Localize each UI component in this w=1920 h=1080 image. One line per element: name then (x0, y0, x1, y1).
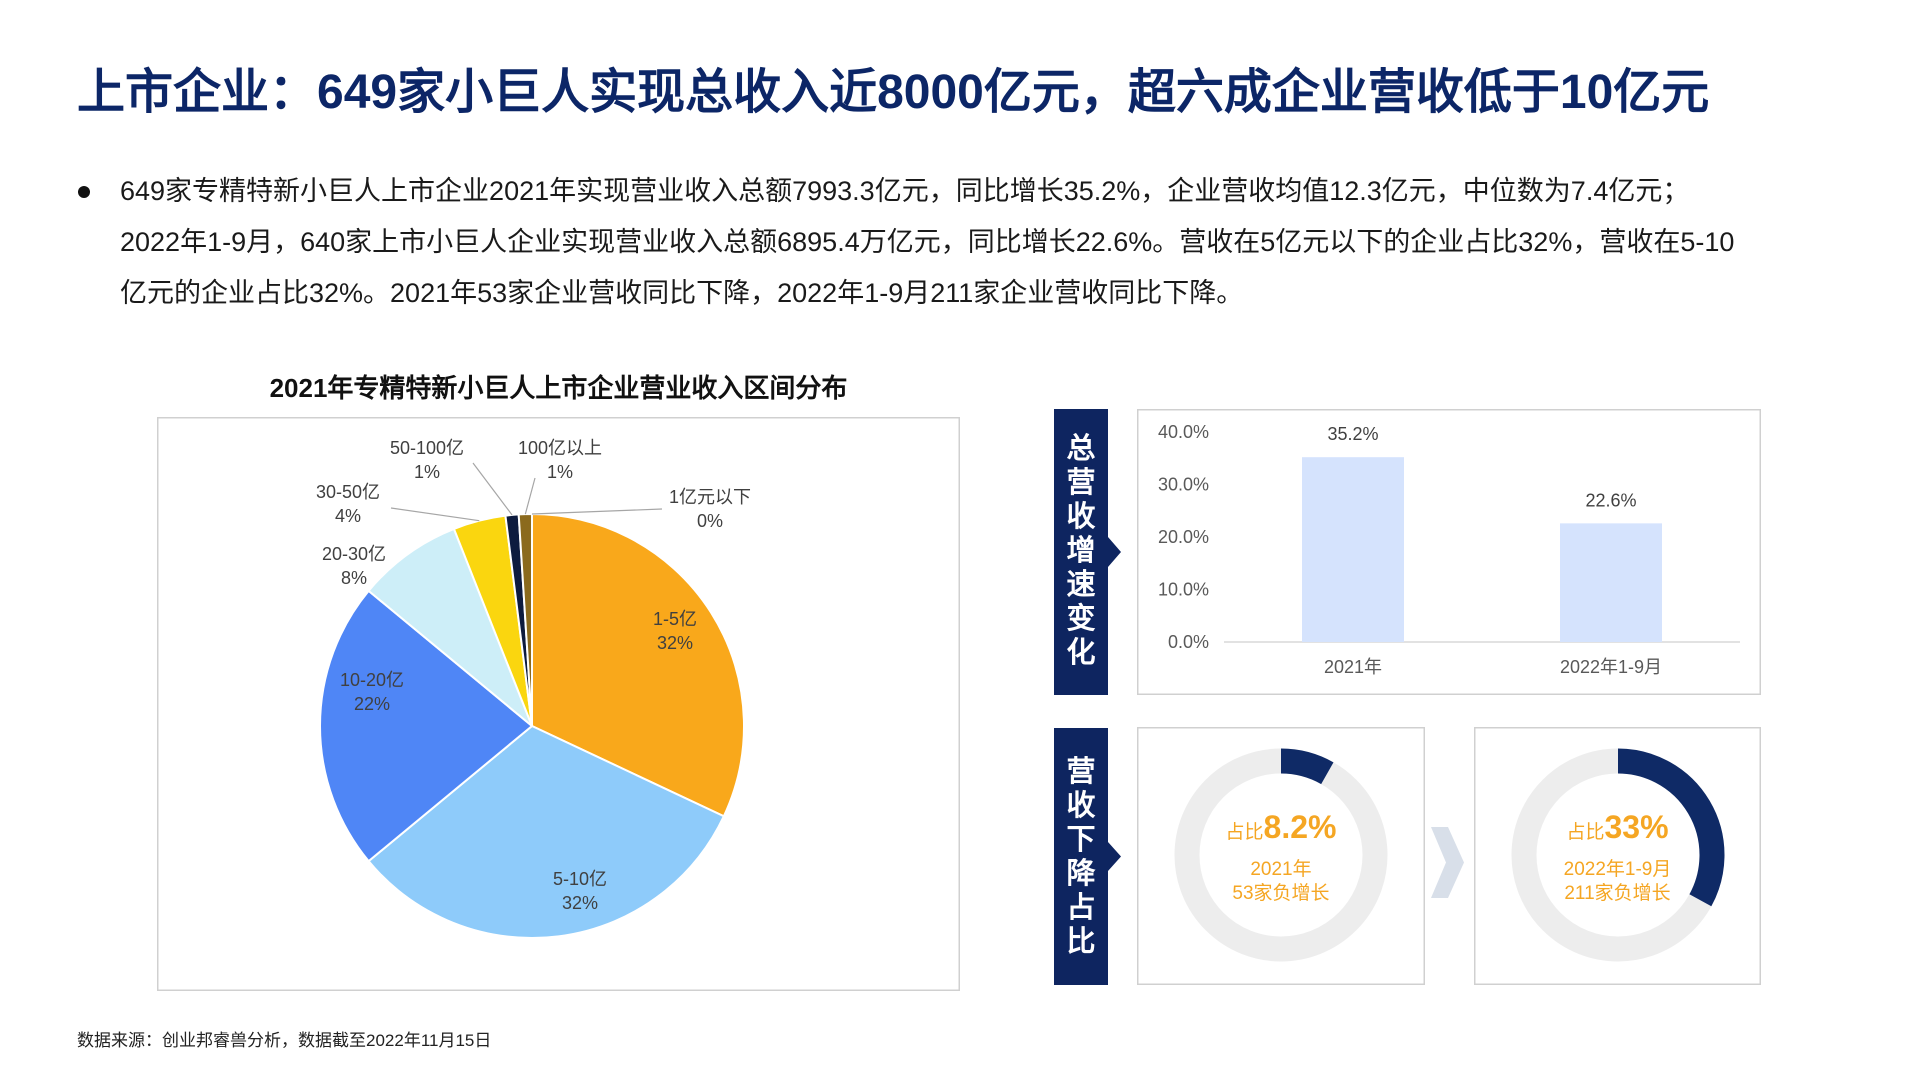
x-tick-label: 2021年 (1324, 657, 1382, 677)
donut-share-text: 占比33% (1474, 805, 1761, 849)
pie-leader-line (524, 477, 536, 515)
donut-share-value: 33% (1604, 809, 1669, 845)
donut-share-prefix: 占比 (1225, 822, 1264, 843)
pie-slice-2 (367, 724, 726, 939)
pie-value-label: 32% (562, 893, 598, 913)
pie-leader-line (390, 507, 480, 522)
bar (1560, 523, 1662, 642)
donut-period: 2021年 (1250, 859, 1312, 880)
donut-card-2022: 占比33% 2022年1-9月 211家负增长 (1474, 727, 1761, 985)
summary-line: 649家专精特新小巨人上市企业2021年实现营业收入总额7993.3亿元，同比增… (120, 176, 1690, 206)
pie-category-label: 5-10亿 (553, 869, 607, 889)
pie-slice-4 (367, 527, 533, 727)
pie-leader-lines (390, 462, 663, 522)
decline-tab-label: 营收下降占比 (1066, 754, 1096, 958)
summary-line: 亿元的企业占比32%。2021年53家企业营收同比下降，2022年1-9月211… (120, 278, 1244, 308)
growth-bar-chart: 0.0% 10.0% 20.0% 30.0% 40.0% 35.2% 2021年 22.6% 2… (1158, 422, 1740, 677)
summary-line: 2022年1-9月，640家上市小巨人企业实现营业收入总额6895.4万亿元，同… (120, 227, 1735, 257)
bullet-icon (78, 186, 90, 198)
pie-chart-panel: 1亿元以下 0% 1-5亿 32% 5-10亿 32% 10-20亿 22% 20-30亿 8% 3… (157, 417, 960, 991)
pie-leader-line (531, 508, 663, 515)
pie-labels: 1亿元以下 0% 1-5亿 32% 5-10亿 32% 10-20亿 22% 20-30亿 8% 3… (316, 438, 751, 913)
donut-arc (1617, 748, 1725, 907)
donut-count: 53家负增长 (1232, 883, 1330, 904)
pie-leader-line (472, 462, 513, 516)
bar (1302, 457, 1404, 642)
donut-share-text: 占比8.2% (1137, 805, 1425, 849)
donut-arc (1280, 748, 1334, 785)
y-tick-label: 10.0% (1158, 580, 1209, 600)
pie-category-label: 20-30亿 (322, 544, 386, 564)
pie-category-label: 1亿元以下 (669, 487, 751, 507)
decline-tab (1054, 728, 1121, 985)
page-title: 上市企业：649家小巨人实现总收入近8000亿元，超六成企业营收低于10亿元 (77, 66, 1710, 119)
donut-share-value: 8.2% (1263, 809, 1337, 845)
bar-value-label: 35.2% (1327, 424, 1378, 444)
pie-value-label: 32% (657, 633, 693, 653)
pie-slice-3 (319, 589, 534, 863)
y-tick-label: 30.0% (1158, 475, 1209, 495)
x-tick-label: 2022年1-9月 (1560, 657, 1662, 677)
pie-category-label: 50-100亿 (390, 438, 464, 458)
decline-tab-shape (1054, 728, 1121, 985)
pie-value-label: 22% (354, 694, 390, 714)
pie-category-label: 1-5亿 (653, 609, 697, 629)
pie-category-label: 100亿以上 (518, 438, 602, 458)
arrow-right-icon (1431, 827, 1464, 898)
pie-value-label: 4% (335, 506, 361, 526)
y-tick-label: 0.0% (1168, 632, 1209, 652)
pie-slice-1 (531, 512, 745, 818)
arrow-right-shape (1431, 827, 1464, 898)
donut-track (1174, 748, 1388, 962)
pie-value-label: 0% (697, 511, 723, 531)
y-tick-label: 20.0% (1158, 527, 1209, 547)
growth-tab-label: 总营收增速变化 (1066, 431, 1096, 669)
donut-count: 211家负增长 (1564, 883, 1671, 904)
growth-bar-chart-panel: 0.0% 10.0% 20.0% 30.0% 40.0% 35.2% 2021年 22.6% 2… (1137, 409, 1761, 695)
pie-slices (319, 512, 745, 939)
donut-card-2021: 占比8.2% 2021年 53家负增长 (1137, 727, 1425, 985)
bar-value-label: 22.6% (1585, 490, 1636, 510)
y-tick-label: 40.0% (1158, 422, 1209, 442)
pie-chart-title: 2021年专精特新小巨人上市企业营业收入区间分布 (269, 373, 848, 403)
growth-tab-shape (1054, 409, 1121, 695)
growth-tab (1054, 409, 1121, 695)
source-note: 数据来源：创业邦睿兽分析，数据截至2022年11月15日 (77, 1031, 492, 1050)
pie-category-label: 10-20亿 (340, 670, 404, 690)
donut-chart (1174, 748, 1388, 962)
donut-share-prefix: 占比 (1566, 822, 1605, 843)
pie-value-label: 1% (414, 462, 440, 482)
donut-period: 2022年1-9月 (1563, 859, 1672, 880)
pie-slice-7 (517, 512, 533, 727)
pie-value-label: 8% (341, 568, 367, 588)
pie-category-label: 30-50亿 (316, 482, 380, 502)
pie-value-label: 1% (547, 462, 573, 482)
pie-chart: 1亿元以下 0% 1-5亿 32% 5-10亿 32% 10-20亿 22% 20-30亿 8% 3… (316, 438, 751, 939)
donut-chart (1511, 748, 1725, 962)
